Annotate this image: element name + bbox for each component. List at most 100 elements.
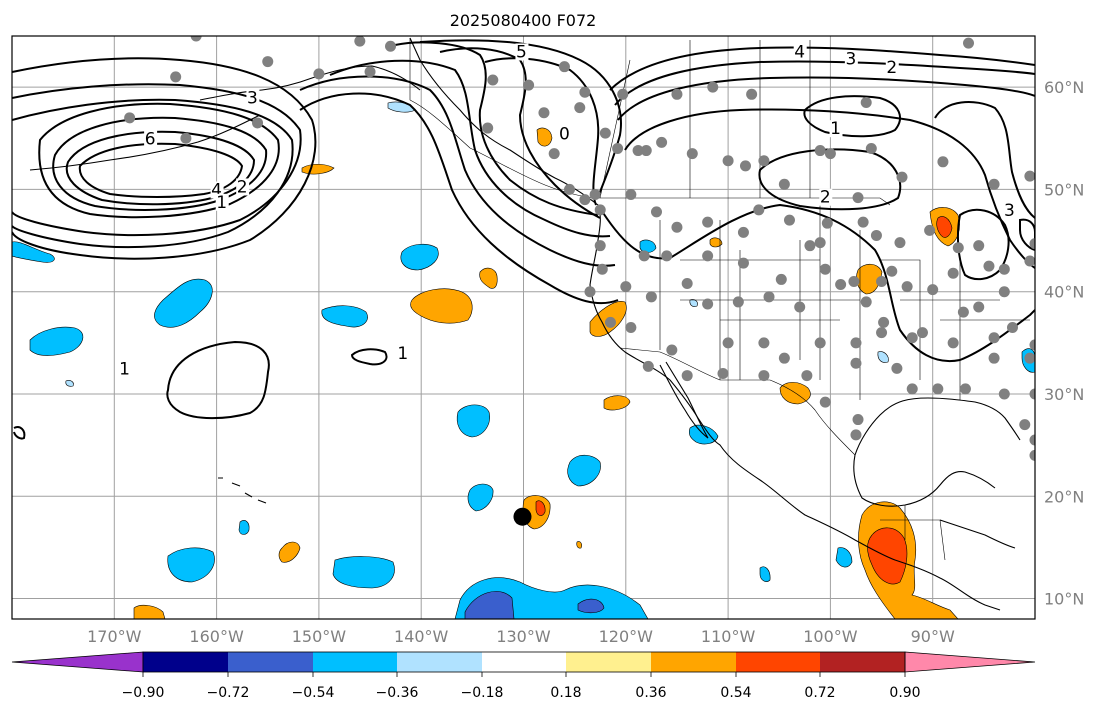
baja-california (659, 361, 709, 439)
positive-anomaly-area (410, 288, 473, 324)
positive-anomaly-area (479, 267, 498, 289)
contour-label-background (515, 43, 529, 61)
colorbar-segment (228, 652, 313, 672)
station-dot (686, 148, 698, 160)
station-dot (190, 36, 202, 42)
contour-line (419, 39, 622, 199)
station-dot (870, 229, 882, 241)
station-dot (927, 284, 939, 296)
station-dot (1024, 255, 1035, 267)
station-dot (763, 291, 775, 303)
station-dot (758, 370, 770, 382)
negative-anomaly-area (154, 278, 213, 328)
negative-anomaly-area (400, 243, 439, 271)
station-dot (596, 263, 608, 275)
longitude-label: 110°W (701, 627, 756, 646)
station-dot (666, 344, 678, 356)
station-dot (998, 286, 1010, 298)
colorbar-segment (736, 652, 820, 672)
station-dot (1024, 170, 1035, 182)
station-dot (1055, 243, 1066, 254)
station-dot (753, 204, 765, 216)
station-dot (354, 36, 366, 47)
station-dot (589, 189, 601, 201)
station-dot (385, 40, 397, 52)
latitude-label: 30°N (1044, 385, 1084, 404)
station-dot (722, 337, 734, 349)
anomaly-shading (12, 101, 1035, 619)
station-dot (661, 250, 673, 262)
contour-line (1019, 218, 1035, 252)
contour-line (12, 57, 317, 260)
station-dot (775, 273, 787, 285)
contour-label-background (829, 120, 843, 138)
station-dot (656, 136, 668, 148)
positive-anomaly-area (133, 604, 166, 619)
colorbar-segment (566, 652, 651, 672)
colorbar-tick-label: 0.54 (720, 685, 751, 701)
station-dot (857, 216, 869, 228)
contour-label-background (793, 43, 807, 61)
station-dot (878, 316, 890, 328)
station-dot (364, 66, 376, 78)
hawaii-islands (218, 477, 267, 504)
colorbar-segment (482, 652, 566, 672)
colorbar-ticks: −0.90 −0.72 −0.54 −0.36 −0.18 0.18 0.36 0.54 0.7… (122, 672, 921, 701)
contour-line (52, 116, 268, 211)
political-borders (409, 38, 1030, 561)
station-dot (558, 61, 570, 73)
longitude-label: 120°W (599, 627, 654, 646)
station-dot (599, 127, 611, 139)
contour-label: 1 (830, 119, 841, 139)
gulf-coast (854, 397, 1021, 456)
strong-positive-anomaly-area (867, 527, 908, 585)
station-dot (901, 281, 913, 293)
contour-label: 1 (397, 344, 408, 364)
station-dot (957, 306, 969, 318)
colorbar-tick-label: −0.72 (207, 685, 250, 701)
contour-line (12, 98, 294, 249)
station-dot (313, 68, 325, 80)
weak-negative-anomaly-area (689, 299, 698, 307)
station-dot (860, 296, 872, 308)
storm-center-marker (513, 507, 532, 526)
contour-label: 0 (559, 124, 570, 144)
contour-label: 4 (211, 181, 222, 201)
longitude-label: 150°W (292, 627, 347, 646)
colorbar-tick-label: 0.36 (635, 685, 666, 701)
negative-anomaly-area (759, 566, 771, 582)
central-america (939, 519, 1016, 549)
station-dot (865, 143, 877, 155)
station-dot (821, 217, 833, 229)
station-dot (170, 71, 182, 83)
station-dot (617, 88, 629, 100)
station-dot (906, 383, 918, 395)
station-dot (702, 216, 714, 228)
station-dot (1070, 240, 1081, 251)
longitude-labels: 170°W 160°W 150°W 140°W 130°W 120°W 110°W 100°W… (87, 627, 955, 646)
latitude-label: 50°N (1044, 180, 1084, 199)
colorbar-extend-right (904, 651, 1036, 673)
contour-line (38, 102, 280, 219)
positive-anomaly-area (576, 541, 582, 549)
us-mexico-border (619, 347, 856, 456)
station-dot (998, 388, 1010, 400)
station-dot (671, 88, 683, 100)
negative-anomaly-area (835, 547, 853, 568)
station-dot (896, 171, 908, 183)
aleutian-chain (29, 114, 261, 171)
contour-line (394, 41, 599, 216)
station-dot (574, 102, 586, 114)
station-dot (564, 183, 576, 195)
station-dot (650, 206, 662, 218)
longitude-label: 140°W (394, 627, 449, 646)
alaska-canada-border (409, 38, 601, 199)
negative-anomaly-area (639, 239, 657, 253)
contour-label: 1 (119, 360, 130, 380)
station-dot (579, 194, 591, 206)
longitude-label: 100°W (803, 627, 858, 646)
station-dot (988, 332, 1000, 344)
colorbar-tick-label: −0.54 (292, 685, 335, 701)
